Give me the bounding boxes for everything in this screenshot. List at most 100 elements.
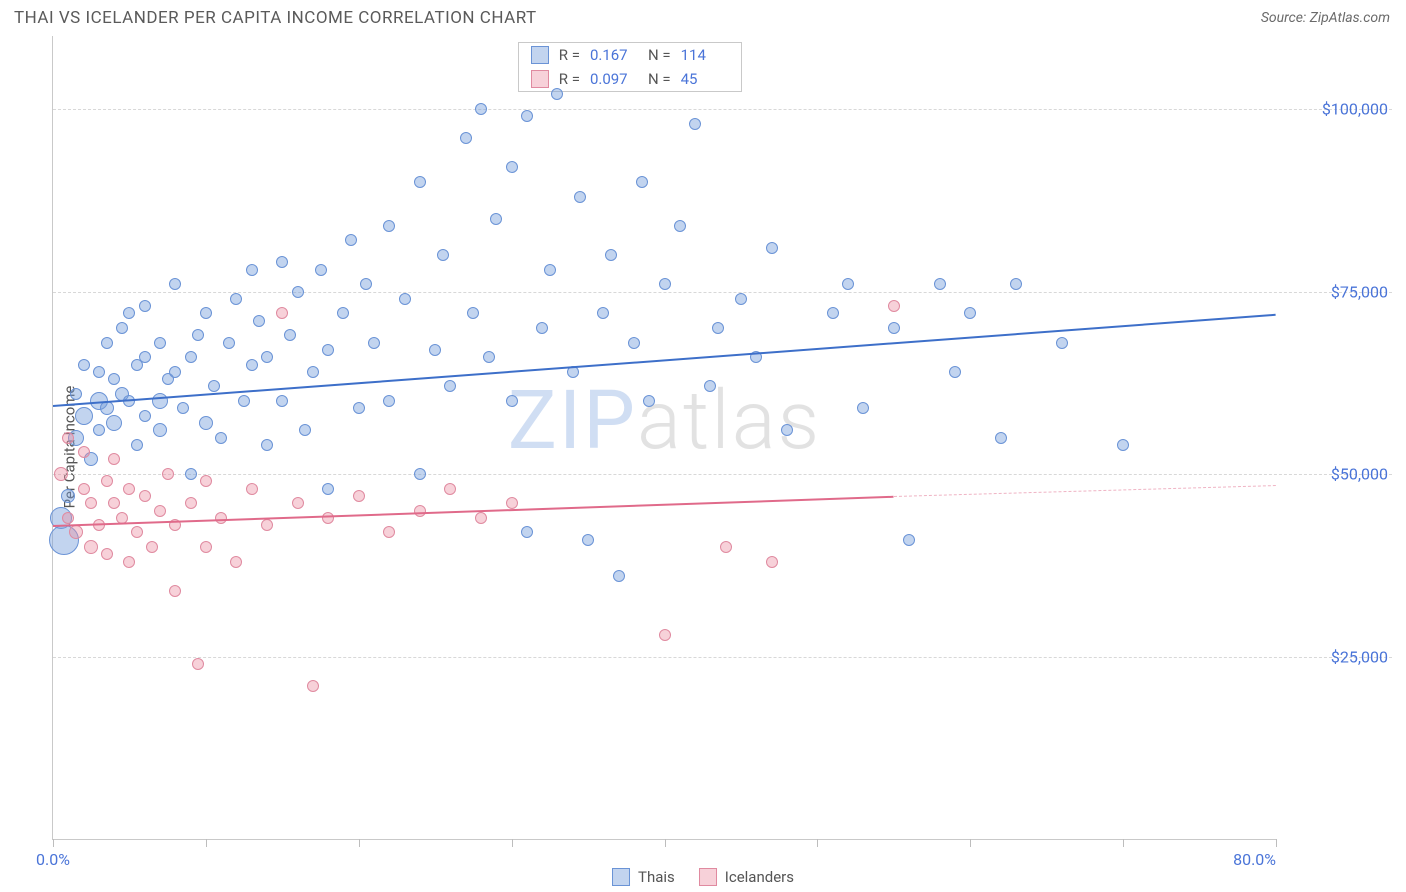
scatter-point [689,118,701,130]
scatter-point [903,534,915,546]
gridline [53,474,1392,475]
scatter-point [582,534,594,546]
gridline [53,109,1392,110]
scatter-point [108,373,120,385]
scatter-point [292,497,304,509]
scatter-point [322,483,334,495]
plot-area: ZIPatlas R =0.167N =114R =0.097N =45 $25… [52,36,1276,840]
gridline [53,657,1392,658]
y-tick-label: $25,000 [1331,647,1388,666]
scatter-point [444,483,456,495]
scatter-point [276,256,288,268]
scatter-point [842,278,854,290]
scatter-point [139,300,151,312]
scatter-point [223,337,235,349]
scatter-point [506,161,518,173]
scatter-point [536,322,548,334]
legend-item: Thais [612,868,675,886]
scatter-point [106,415,122,431]
stat-r-value: 0.097 [590,70,638,88]
stat-n-value: 45 [681,70,729,88]
scatter-point [101,548,113,560]
stat-label: R = [559,46,580,64]
scatter-point [199,416,213,430]
x-tick-label: 80.0% [1233,850,1276,869]
scatter-point [253,315,265,327]
scatter-point [414,468,426,480]
scatter-point [429,344,441,356]
scatter-point [383,220,395,232]
scatter-point [246,483,258,495]
source-attribution: Source: ZipAtlas.com [1261,10,1390,26]
trend-line-extrapolated [894,485,1276,497]
scatter-point [200,475,212,487]
scatter-point [659,629,671,641]
scatter-point [383,395,395,407]
scatter-point [460,132,472,144]
scatter-point [888,300,900,312]
scatter-point [154,337,166,349]
scatter-point [437,249,449,261]
chart-header: THAI VS ICELANDER PER CAPITA INCOME CORR… [0,0,1406,28]
scatter-point [108,497,120,509]
legend-swatch [699,868,717,886]
scatter-point [93,366,105,378]
x-tick-label: 0.0% [36,850,70,869]
scatter-point [521,526,533,538]
scatter-point [78,483,90,495]
scatter-point [85,497,97,509]
scatter-point [62,432,74,444]
scatter-point [200,541,212,553]
scatter-point [146,541,158,553]
scatter-point [292,286,304,298]
scatter-point [949,366,961,378]
stat-label: N = [648,46,671,64]
stats-row: R = 0.097 N = 45 [519,67,741,91]
scatter-point [506,395,518,407]
scatter-point [108,453,120,465]
trend-line [53,313,1276,406]
scatter-point [315,264,327,276]
scatter-point [215,512,227,524]
scatter-point [1117,439,1129,451]
scatter-point [857,402,869,414]
scatter-point [475,103,487,115]
scatter-point [246,359,258,371]
scatter-point [521,110,533,122]
scatter-point [177,402,189,414]
scatter-point [101,475,113,487]
y-tick-label: $75,000 [1331,282,1388,301]
stat-label: R = [559,70,580,88]
scatter-point [123,307,135,319]
legend-swatch [531,46,549,64]
legend-item: Icelanders [699,868,794,886]
scatter-point [284,329,296,341]
scatter-point [720,541,732,553]
scatter-point [322,512,334,524]
scatter-point [61,489,75,503]
stat-label: N = [648,70,671,88]
scatter-point [368,337,380,349]
scatter-point [506,497,518,509]
scatter-point [712,322,724,334]
scatter-point [131,439,143,451]
scatter-point [360,278,372,290]
x-tick [359,839,360,847]
scatter-point [353,490,365,502]
scatter-point [322,344,334,356]
scatter-point [185,351,197,363]
x-tick [53,839,54,847]
scatter-point [70,388,82,400]
scatter-point [101,337,113,349]
legend-swatch [612,868,630,886]
scatter-point [1010,278,1022,290]
watermark: ZIPatlas [508,373,821,469]
scatter-point [192,658,204,670]
series-legend: Thais Icelanders [612,868,794,886]
scatter-point [139,490,151,502]
scatter-point [276,395,288,407]
x-tick [665,839,666,847]
legend-label: Icelanders [725,868,794,886]
scatter-point [185,497,197,509]
scatter-point [414,505,426,517]
